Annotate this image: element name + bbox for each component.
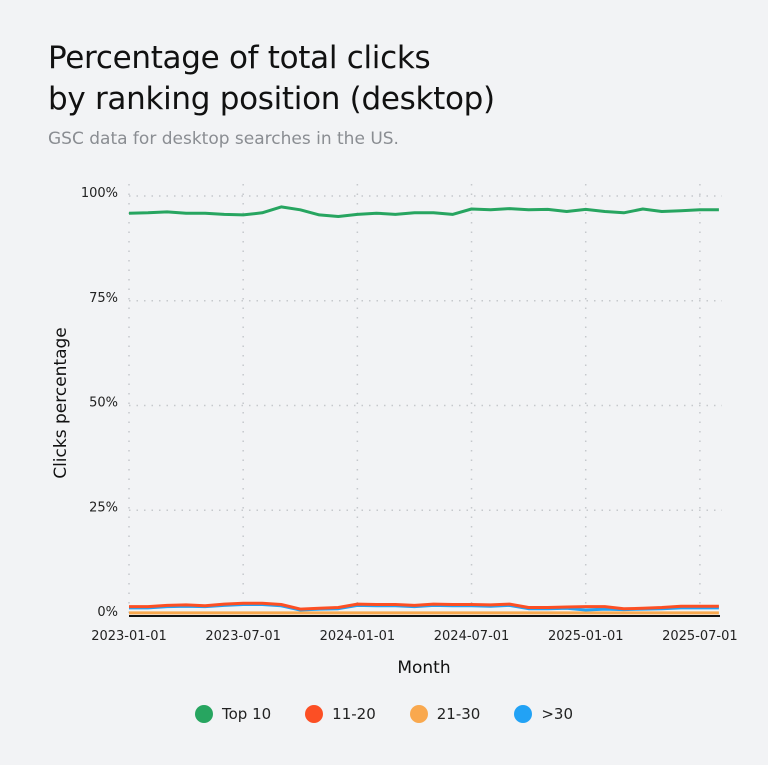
legend-swatch [305, 705, 324, 723]
y-tick-label: 25% [89, 500, 118, 515]
legend-item[interactable]: 11-20 [305, 705, 376, 723]
legend-item[interactable]: >30 [514, 705, 573, 723]
legend: Top 10 11-20 21-30 >30 [0, 705, 768, 723]
x-tick-label: 2025-07-01 [662, 629, 738, 644]
legend-swatch [409, 705, 428, 723]
x-tick-label: 2024-01-01 [320, 629, 396, 644]
y-tick-label: 100% [81, 186, 118, 201]
legend-label: 21-30 [436, 705, 481, 723]
legend-label: Top 10 [221, 705, 272, 723]
x-axis-label: Month [397, 658, 450, 678]
legend-item[interactable]: 21-30 [409, 705, 481, 723]
title-line-2: by ranking position (desktop) [48, 81, 495, 117]
x-tick-label: 2023-07-01 [205, 629, 281, 644]
y-tick-label: 50% [89, 396, 118, 411]
series-line-Top10 [128, 205, 719, 218]
x-tick-label: 2023-01-01 [91, 629, 167, 644]
x-tick-label: 2025-01-01 [548, 629, 624, 644]
chart-subtitle: GSC data for desktop searches in the US. [48, 129, 399, 149]
x-tick-label: 2024-07-01 [434, 629, 510, 644]
series-line-1120 [129, 601, 719, 611]
chart-title: Percentage of total clicks by ranking pos… [48, 38, 495, 120]
title-line-1: Percentage of total clicks [48, 40, 431, 76]
legend-label: >30 [541, 705, 573, 723]
y-tick-label: 0% [97, 605, 118, 620]
legend-swatch [194, 705, 213, 723]
legend-label: 11-20 [332, 705, 376, 723]
y-axis-label: Clicks percentage [51, 327, 71, 479]
legend-item[interactable]: Top 10 [194, 705, 272, 723]
y-tick-label: 75% [89, 291, 118, 306]
legend-swatch [514, 705, 533, 723]
